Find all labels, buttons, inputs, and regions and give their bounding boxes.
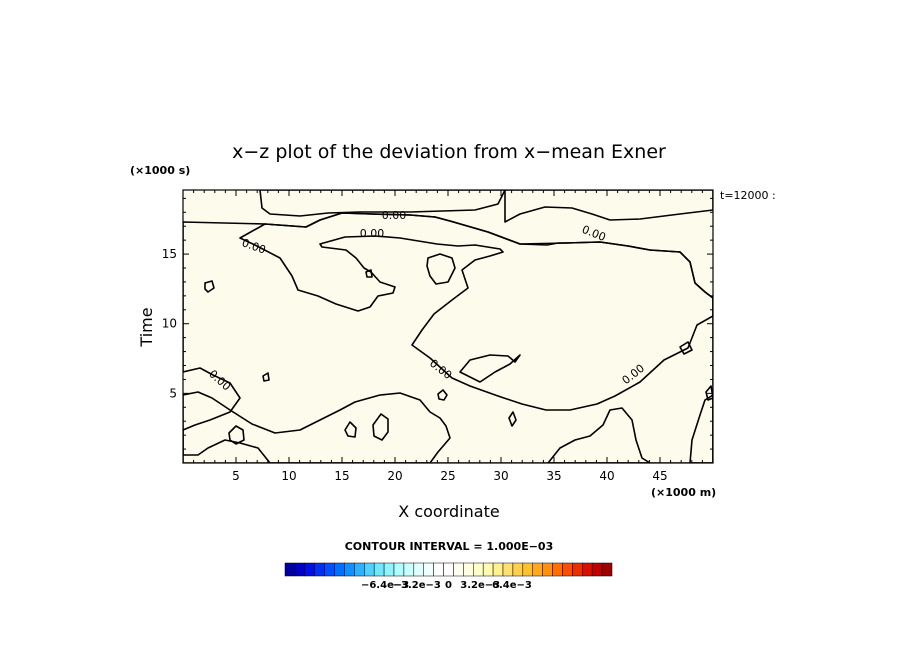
closed-contour-k	[508, 411, 517, 427]
colorbar-cell	[562, 562, 573, 577]
colorbar-cell	[492, 562, 504, 577]
x-axis: 5 10 15 20 25 30 35 40 45	[193, 190, 703, 483]
colorbar-tick-label: −6.4e−3	[361, 580, 409, 591]
closed-contour-h	[679, 341, 693, 355]
colorbar-cell	[502, 562, 514, 577]
colorbar-cell	[383, 562, 395, 577]
x-unit-label: (×1000 m)	[651, 486, 716, 499]
closed-contour-e	[344, 421, 357, 438]
positive-region-top-right	[504, 190, 713, 223]
positive-region-top	[259, 190, 506, 217]
colorbar-tick-label: 6.4e−3	[492, 580, 532, 591]
contour-interval-text: CONTOUR INTERVAL = 1.000E−03	[345, 540, 554, 553]
y-tick-label: 5	[169, 386, 177, 400]
colorbar-cell	[344, 562, 355, 577]
colorbar-cell	[552, 562, 563, 577]
colorbar-cell	[403, 562, 415, 577]
y-axis: 5 10 15	[162, 197, 713, 450]
positive-region-left-blob	[239, 212, 713, 411]
colorbar-cell	[354, 562, 365, 577]
colorbar-cell	[572, 562, 583, 577]
contour-label: 0.00	[360, 227, 385, 240]
closed-contour-d	[228, 425, 245, 445]
x-tick-label: 45	[652, 469, 667, 483]
colorbar-cell	[512, 562, 524, 577]
y-unit-label: (×1000 s)	[130, 164, 190, 177]
colorbar-cell	[373, 562, 385, 577]
x-tick-label: 30	[493, 469, 508, 483]
contour-label: 0.00	[382, 209, 407, 222]
colorbar-cell	[314, 562, 325, 577]
colorbar-cell	[591, 562, 603, 577]
colorbar-cell	[324, 562, 335, 577]
colorbar-cell	[294, 562, 306, 577]
colorbar-cell	[393, 562, 405, 577]
chart-title: x−z plot of the deviation from x−mean Ex…	[232, 141, 666, 163]
colorbar-cell	[423, 562, 434, 577]
y-tick-label: 10	[162, 317, 177, 331]
colorbar-cell	[482, 562, 494, 577]
x-tick-label: 40	[599, 469, 614, 483]
x-tick-label: 20	[387, 469, 402, 483]
colorbar-cell	[532, 562, 543, 577]
colorbar-tick-label: 0	[445, 580, 452, 591]
x-tick-label: 5	[232, 469, 240, 483]
x-tick-label: 15	[334, 469, 349, 483]
colorbar-cell	[413, 562, 424, 577]
colorbar-cell	[601, 562, 613, 577]
colorbar-cell	[443, 562, 454, 577]
closed-contour-f	[372, 413, 389, 441]
plot-area-background	[183, 190, 713, 463]
x-tick-label: 10	[281, 469, 296, 483]
closed-contour-b	[459, 354, 521, 383]
closed-contour-c	[204, 280, 215, 293]
colorbar-cell	[304, 562, 315, 577]
colorbar: −6.4e−3−3.2e−3 0 3.2e−36.4e−3	[284, 562, 613, 591]
colorbar-cell	[284, 562, 296, 577]
positive-region-bottom-right	[547, 407, 651, 463]
colorbar-cell	[463, 562, 474, 577]
colorbar-cell	[473, 562, 484, 577]
colorbar-tick-label: −3.2e−3	[393, 580, 441, 591]
colorbar-cell	[364, 562, 375, 577]
contour-field	[183, 190, 713, 463]
colorbar-tick-label: 3.2e−3	[460, 580, 500, 591]
y-axis-title: Time	[137, 307, 156, 347]
y-tick-label: 15	[162, 247, 177, 261]
colorbar-cell	[542, 562, 553, 577]
x-tick-label: 25	[440, 469, 455, 483]
closed-contour-j	[365, 269, 373, 278]
x-tick-label: 35	[546, 469, 561, 483]
closed-contour-a	[426, 253, 456, 285]
x-axis-title: X coordinate	[398, 502, 499, 521]
colorbar-cell	[453, 562, 464, 577]
closed-contour-g	[437, 389, 448, 401]
colorbar-cell	[522, 562, 533, 577]
closed-contour-i	[262, 372, 270, 382]
colorbar-cell	[582, 562, 593, 577]
closed-contour-l	[705, 385, 713, 401]
colorbar-cell	[433, 562, 444, 577]
time-stamp-label: t=12000 :	[720, 189, 776, 202]
positive-region-bottom-left	[183, 391, 451, 463]
positive-region-corner	[689, 394, 713, 463]
colorbar-cell	[334, 562, 345, 577]
